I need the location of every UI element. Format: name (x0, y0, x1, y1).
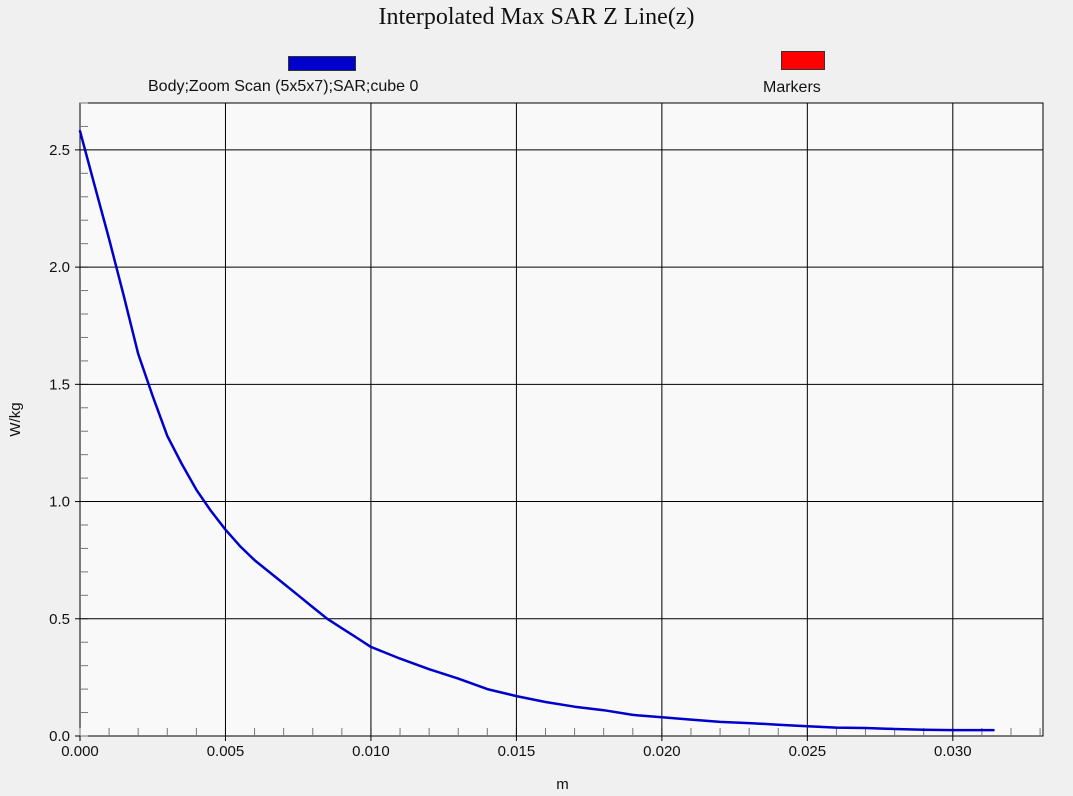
y-tick-label: 1.0 (49, 494, 70, 511)
legend-label-series: Body;Zoom Scan (5x5x7);SAR;cube 0 (148, 78, 419, 95)
y-tick-label: 2.0 (49, 259, 70, 276)
y-tick-label: 1.5 (49, 376, 70, 393)
x-tick-label: 0.015 (498, 743, 536, 760)
x-tick-label: 0.025 (789, 743, 827, 760)
x-axis-label: m (556, 776, 569, 793)
x-tick-label: 0.000 (61, 743, 99, 760)
plot-background (79, 102, 1044, 737)
y-axis-label: W/kg (7, 402, 24, 436)
x-tick-label: 0.005 (207, 743, 245, 760)
y-tick-label: 0.5 (49, 611, 70, 628)
legend-swatch-markers (781, 51, 825, 70)
y-tick-label: 2.5 (49, 142, 70, 159)
x-tick-label: 0.030 (934, 743, 972, 760)
chart-title: Interpolated Max SAR Z Line(z) (378, 4, 695, 30)
legend-swatch-series (288, 56, 356, 71)
series-line (78, 129, 995, 732)
legend-label-markers: Markers (763, 79, 821, 96)
y-tick-label: 0.0 (49, 728, 70, 745)
x-tick-label: 0.010 (352, 743, 390, 760)
x-tick-label: 0.020 (643, 743, 681, 760)
